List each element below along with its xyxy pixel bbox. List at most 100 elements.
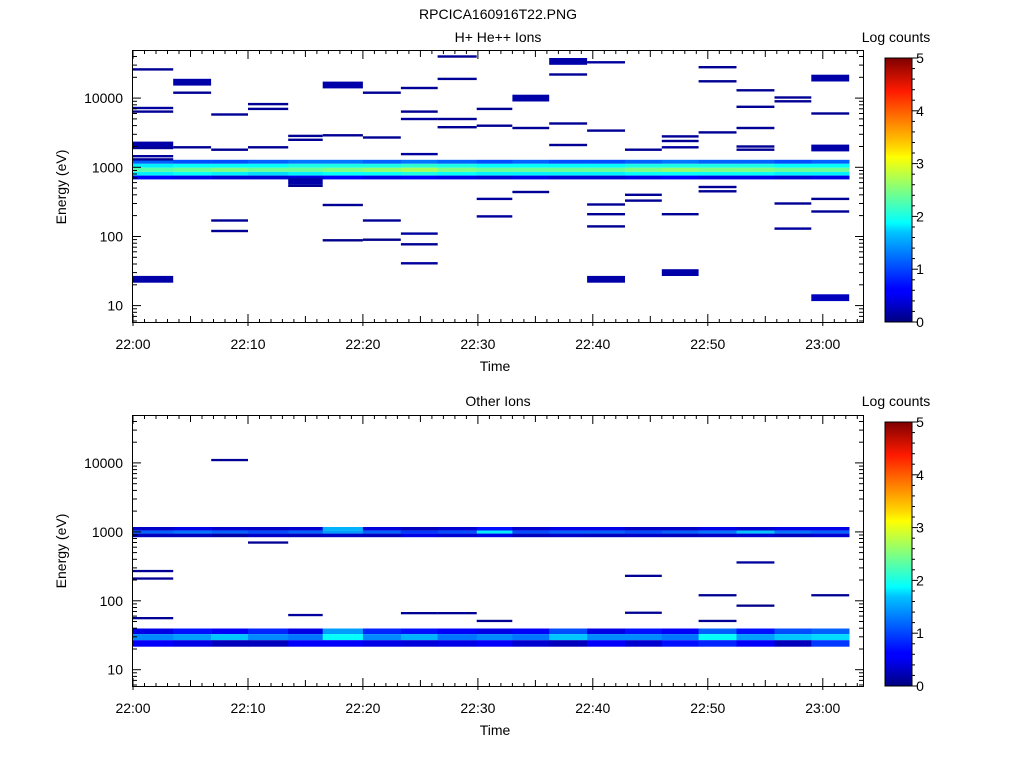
heatmap-cells (133, 458, 850, 647)
heatmap-cell (248, 163, 289, 168)
x-axis-label: Time (480, 722, 511, 738)
heatmap-cell (211, 113, 248, 116)
x-axis: 22:00 22:10 22:20 22:30 22:40 22:50 23:00 (115, 416, 858, 716)
heatmap-cell (211, 634, 249, 641)
heatmap-cell (698, 619, 737, 623)
heatmap-cell (774, 100, 812, 103)
heatmap-cell (288, 530, 323, 534)
y-axis-label: Energy (eV) (53, 150, 69, 225)
heatmap-cell (774, 628, 812, 635)
heatmap-cell (248, 541, 289, 544)
heatmap-cell (133, 527, 174, 531)
heatmap-cell (437, 175, 477, 180)
heatmap-cell (698, 175, 737, 180)
heatmap-cell (811, 159, 850, 164)
panel-title: H+ He++ Ions (455, 29, 542, 45)
heatmap-cell (774, 96, 812, 99)
heatmap-cell (698, 171, 737, 176)
heatmap-cell (811, 167, 850, 172)
heatmap-cell (811, 210, 850, 213)
heatmap-cell (736, 530, 775, 534)
heatmap-cell (288, 640, 323, 647)
heatmap-cell (736, 159, 775, 164)
heatmap-cell (400, 152, 438, 156)
heatmap-cell (736, 163, 775, 168)
heatmap-cell (211, 167, 249, 172)
heatmap-cell (248, 167, 289, 172)
colorbar-tick-label: 1 (916, 625, 924, 641)
heatmap-cell (362, 634, 402, 641)
heatmap-cell (322, 634, 364, 641)
heatmap-cell (133, 533, 174, 538)
heatmap-cell (774, 640, 812, 647)
heatmap-cell (625, 175, 663, 180)
heatmap-cell (400, 634, 438, 641)
heatmap-cell (173, 530, 212, 534)
heatmap-cell (698, 640, 737, 647)
heatmap-cell (476, 215, 513, 218)
heatmap-cell (437, 159, 477, 164)
heatmap-cell (698, 185, 737, 189)
heatmap-cell (437, 117, 477, 121)
heatmap-cell (288, 163, 323, 168)
heatmap-cell (625, 199, 662, 202)
y-axis: 10 100 1000 10000 (84, 56, 863, 322)
heatmap-cell (437, 530, 477, 534)
heatmap-cell (476, 197, 513, 201)
x-tick-label: 22:00 (115, 336, 150, 352)
heatmap-cell (774, 167, 812, 172)
heatmap-cell (173, 171, 212, 176)
heatmap-cell (133, 175, 174, 180)
colorbar (884, 57, 913, 323)
heatmap-cell (736, 89, 775, 92)
heatmap-cell (512, 167, 550, 172)
heatmap-cell (248, 102, 289, 106)
heatmap-cell (362, 163, 402, 168)
heatmap-cell (211, 530, 249, 534)
heatmap-cell (248, 159, 289, 164)
heatmap-cell (661, 159, 699, 164)
heatmap-cell (362, 167, 402, 172)
heatmap-cell (587, 275, 625, 283)
heatmap-cell (133, 171, 174, 176)
heatmap-cell (133, 634, 174, 641)
heatmap-cell (587, 175, 626, 180)
heatmap-cell (698, 159, 737, 164)
heatmap-cell (173, 163, 212, 168)
heatmap-cell (476, 171, 513, 176)
heatmap-cell (512, 94, 550, 102)
heatmap-cell (133, 68, 174, 71)
y-axis: 10 100 1000 10000 (84, 421, 863, 686)
heatmap-cell (587, 61, 625, 64)
heatmap-cell (437, 640, 477, 647)
heatmap-cell (512, 530, 550, 534)
heatmap-cell (362, 171, 402, 176)
heatmap-cell (362, 91, 401, 94)
colorbar-tick-label: 3 (916, 156, 924, 172)
heatmap-cell (661, 146, 699, 149)
heatmap-cell (476, 107, 513, 111)
heatmap-cell (736, 604, 775, 607)
colorbar-tick-label: 5 (916, 50, 924, 66)
heatmap-cell (512, 634, 550, 641)
heatmap-cell (362, 136, 401, 139)
heatmap-cell (400, 640, 438, 647)
plot-frame (132, 50, 864, 323)
heatmap-cell (400, 175, 438, 180)
heatmap-cell (211, 159, 249, 164)
heatmap-cell (362, 530, 402, 534)
heatmap-cell (400, 86, 438, 90)
heatmap-cell (173, 167, 212, 172)
heatmap-cell (173, 527, 212, 531)
colorbar (884, 421, 913, 687)
heatmap-cell (549, 159, 588, 164)
heatmap-cell (698, 533, 737, 538)
heatmap-cell (661, 167, 699, 172)
heatmap-cell (587, 163, 626, 168)
heatmap-cell (811, 171, 850, 176)
heatmap-cell (322, 171, 364, 176)
heatmap-cell (774, 634, 812, 641)
heatmap-cell (322, 81, 363, 89)
heatmap-cell (362, 640, 402, 647)
